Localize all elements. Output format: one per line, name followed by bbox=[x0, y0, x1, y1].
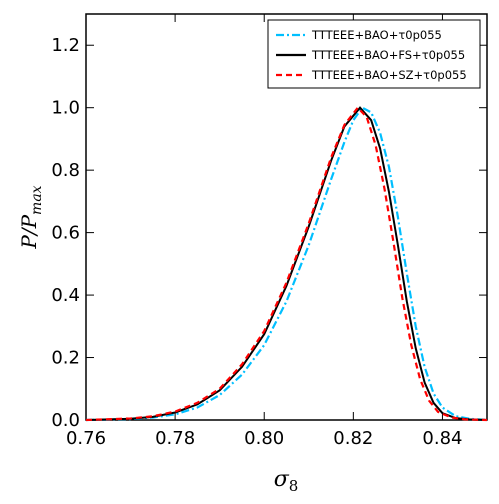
legend-label-1: TTTEEE+BAO+FS+τ0p055 bbox=[311, 48, 465, 62]
series-line-2 bbox=[85, 106, 488, 422]
legend-label-2: TTTEEE+BAO+SZ+τ0p055 bbox=[311, 68, 467, 82]
y-tick-label: 1.0 bbox=[51, 98, 80, 119]
legend: TTTEEE+BAO+τ0p055 TTTEEE+BAO+FS+τ0p055 TTT… bbox=[267, 19, 481, 89]
x-tick-label: 0.76 bbox=[66, 428, 106, 449]
y-axis-label: P/Pmax bbox=[17, 185, 45, 249]
y-tick-label: 0.4 bbox=[51, 285, 80, 306]
tick-labels: 0.76 0.78 0.80 0.82 0.84 0.0 0.2 0.4 0.6 0.8 1.0 1.… bbox=[51, 35, 462, 449]
y-tick-label: 0.6 bbox=[51, 223, 80, 244]
y-tick-label: 0.2 bbox=[51, 348, 80, 369]
series-group bbox=[85, 106, 488, 422]
plot-frame bbox=[85, 13, 488, 421]
y-tick-label: 1.2 bbox=[51, 35, 80, 56]
series-line-0 bbox=[85, 106, 488, 422]
y-tick-label: 0.8 bbox=[51, 160, 80, 181]
legend-items: TTTEEE+BAO+τ0p055 TTTEEE+BAO+FS+τ0p055 TTT… bbox=[276, 28, 467, 82]
x-tick-label: 0.78 bbox=[155, 428, 195, 449]
legend-label-0: TTTEEE+BAO+τ0p055 bbox=[311, 28, 442, 42]
x-tick-label: 0.84 bbox=[422, 428, 462, 449]
series-line-1 bbox=[85, 106, 488, 421]
x-tick-label: 0.82 bbox=[333, 428, 373, 449]
y-tick-label: 0.0 bbox=[51, 410, 80, 431]
x-axis-label: σ8 bbox=[274, 467, 299, 495]
x-tick-label: 0.80 bbox=[244, 428, 284, 449]
